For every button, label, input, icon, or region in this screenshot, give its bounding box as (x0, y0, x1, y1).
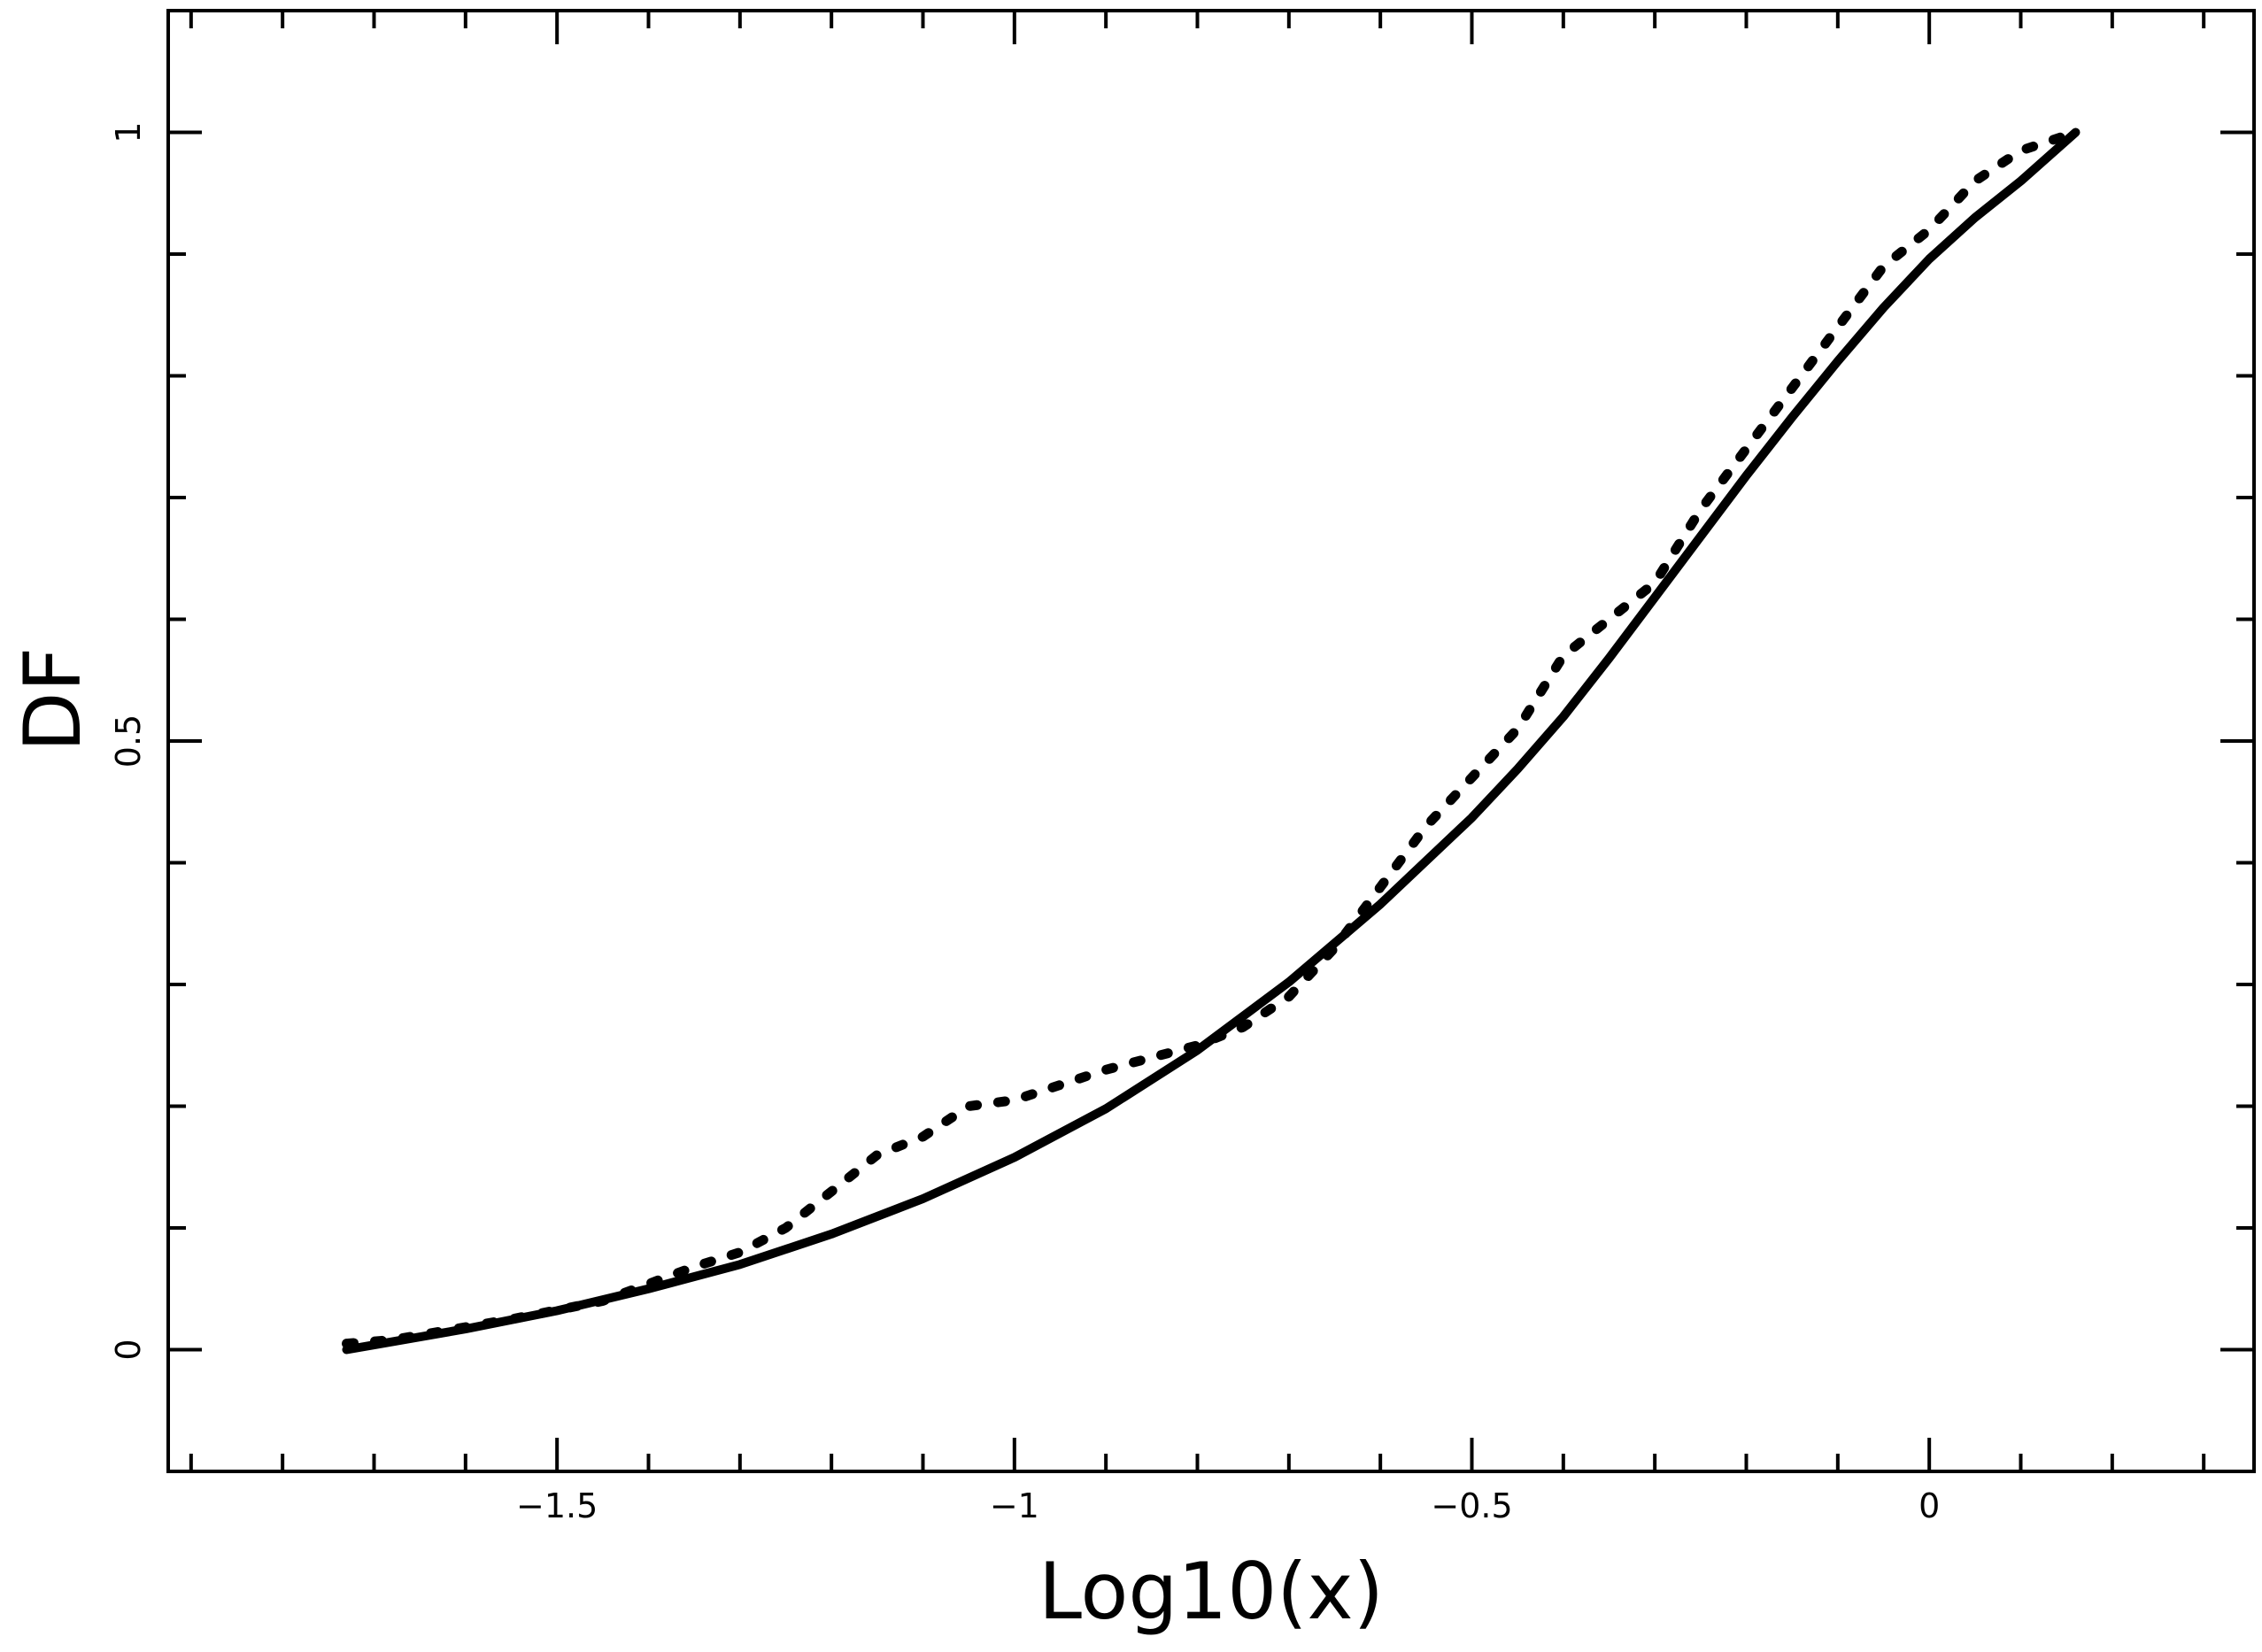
y-tick-label: 1 (109, 121, 148, 143)
y-axis-title: DF (7, 647, 98, 752)
tick-labels: −1.5 −1 −0.5 0 0 0.5 1 (109, 121, 1940, 1525)
x-tick-label: −0.5 (1431, 1486, 1512, 1525)
plot-frame (166, 9, 2256, 1473)
solid-series-line (342, 127, 2081, 1355)
x-axis-title: Log10(x) (1038, 1546, 1384, 1637)
dotted-series-line (342, 127, 2081, 1349)
y-tick-label: 0 (109, 1339, 148, 1360)
x-tick-label: −1.5 (516, 1486, 598, 1525)
x-tick-label: 0 (1918, 1486, 1940, 1525)
y-tick-label: 0.5 (109, 714, 148, 768)
axis-ticks (168, 9, 2254, 1473)
series-layer (342, 127, 2081, 1355)
x-tick-label: −1 (990, 1486, 1039, 1525)
